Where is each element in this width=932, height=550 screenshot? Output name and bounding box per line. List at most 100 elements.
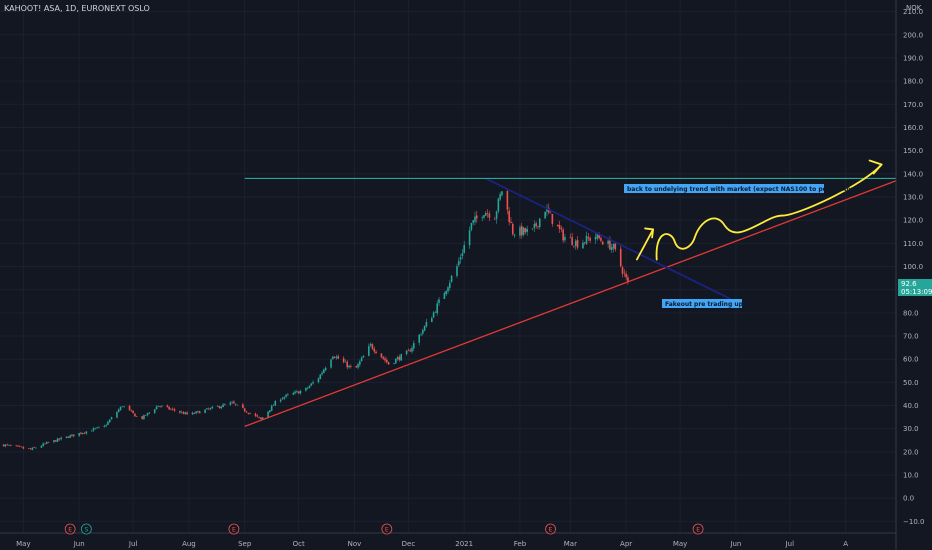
candle-body	[141, 416, 143, 419]
candle-body	[520, 226, 523, 236]
candle-body	[614, 243, 617, 250]
candle-body	[610, 247, 613, 250]
event-marker-e[interactable]: E	[64, 523, 76, 535]
candle-body	[292, 392, 295, 395]
candle-body	[65, 436, 68, 438]
trend-lines[interactable]	[244, 177, 897, 428]
candle-body	[522, 227, 525, 235]
x-tick-label: May	[16, 540, 30, 548]
candle-body	[436, 303, 439, 314]
x-tick-label: A	[843, 540, 848, 548]
candle-body	[220, 406, 223, 409]
bottom-annotation[interactable]: Fakeout pre trading update	[662, 299, 758, 308]
candle-body	[233, 401, 235, 404]
candle-body	[493, 218, 496, 220]
price-axis[interactable]: −10.0 0.0 10.0 20.0 30.0 40.0 50.0 60.0 70.0 80.0…	[903, 8, 924, 526]
x-tick-label: Mar	[564, 540, 577, 548]
candle-body	[116, 411, 118, 418]
candle-body	[47, 442, 50, 443]
y-tick-label: 140.0	[903, 170, 923, 178]
y-tick-label: 60.0	[903, 356, 919, 364]
candle-body	[434, 312, 437, 313]
candle-body	[484, 213, 487, 216]
top-annotation-bg	[624, 184, 824, 193]
candle-body	[431, 318, 433, 323]
candle-body	[375, 351, 377, 354]
candle-body	[236, 404, 239, 406]
long-arrow[interactable]	[655, 163, 883, 261]
candle-body	[387, 361, 390, 365]
x-tick-label: Jul	[785, 540, 795, 548]
candle-body	[346, 362, 349, 368]
candle-body	[18, 445, 21, 447]
candle-body	[191, 412, 194, 415]
candle-body	[556, 224, 559, 227]
candle-body	[511, 223, 514, 235]
candle-body	[143, 415, 145, 419]
candle-body	[418, 334, 421, 343]
candle-body	[186, 412, 188, 415]
event-marker-e[interactable]: E	[228, 523, 240, 535]
candle-body	[535, 223, 537, 227]
event-label: S	[84, 527, 88, 534]
candle-body	[371, 344, 374, 349]
y-tick-label: 210.0	[903, 8, 923, 16]
candle-body	[423, 325, 426, 331]
candle-body	[243, 408, 246, 412]
candle-body	[380, 353, 383, 358]
y-tick-label: 50.0	[903, 379, 919, 387]
event-marker-e[interactable]: E	[545, 523, 556, 535]
candle-body	[85, 431, 88, 434]
event-circle	[545, 523, 556, 535]
event-marker-s[interactable]: S	[80, 523, 92, 535]
top-annotation[interactable]: back to undelying trend with market (exp…	[624, 184, 861, 193]
candle-body	[448, 282, 451, 288]
candle-body	[368, 346, 370, 356]
y-tick-label: 0.0	[903, 495, 914, 503]
candle-body	[269, 410, 271, 412]
candle-body	[92, 428, 95, 431]
y-tick-label: 100.0	[903, 263, 923, 271]
resistance-line[interactable]	[485, 177, 731, 300]
x-tick-label: Jun	[73, 540, 85, 548]
event-marker-e[interactable]: E	[381, 523, 393, 535]
candle-body	[585, 235, 588, 244]
candle-body	[245, 411, 248, 413]
support-line[interactable]	[244, 180, 897, 428]
x-tick-label: Aug	[182, 540, 196, 548]
candle-body	[571, 237, 573, 245]
y-tick-label: 10.0	[903, 472, 919, 480]
event-marker-e[interactable]: E	[692, 523, 704, 535]
candle-body	[83, 432, 86, 434]
candle-body	[211, 406, 214, 408]
candle-body	[182, 412, 185, 415]
candle-body	[319, 374, 322, 379]
candle-body	[6, 444, 8, 446]
candle-body	[472, 220, 474, 223]
candle-body	[117, 409, 120, 412]
candle-body	[231, 402, 233, 403]
short-arrow[interactable]	[636, 228, 654, 261]
event-circle	[228, 523, 240, 535]
candle-body	[432, 312, 435, 318]
candle-body	[425, 321, 428, 327]
candle-body	[573, 245, 575, 247]
candle-body	[179, 411, 181, 413]
projection-arrows[interactable]	[636, 159, 883, 261]
last-price-label: 92.6 05:13:09	[898, 279, 932, 296]
candle-body	[148, 412, 151, 414]
candle-body	[501, 191, 503, 196]
candle-body	[569, 237, 572, 239]
x-tick-label: Sep	[238, 540, 252, 548]
candle-body	[407, 350, 410, 352]
candle-body	[195, 411, 197, 414]
time-axis[interactable]: May Jun Jul Aug Sep Oct Nov Dec 2021 Feb Mar Apr May…	[16, 540, 848, 548]
y-tick-label: 180.0	[903, 78, 923, 86]
candle-body	[348, 365, 350, 368]
candle-body	[607, 240, 609, 244]
y-tick-label: 30.0	[903, 425, 919, 433]
candle-body	[459, 257, 462, 260]
